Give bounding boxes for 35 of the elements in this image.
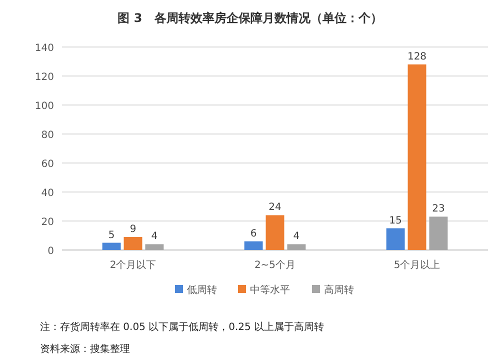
y-tick-label: 140 [34,43,54,54]
data-label: 6 [250,228,257,240]
y-tick-label: 40 [41,188,54,199]
y-tick-label: 80 [41,130,54,141]
x-tick-label: 5个月以上 [394,259,440,271]
x-tick-label: 2个月以下 [110,259,156,271]
bar [429,216,448,250]
legend-label: 高周转 [324,284,354,296]
data-label: 128 [407,51,427,62]
bar [287,244,306,250]
legend-label: 低周转 [187,284,217,296]
y-tick-label: 120 [34,72,54,83]
bar [386,228,405,250]
bar [266,215,284,250]
y-tick-label: 60 [41,159,54,170]
chart-title: 图 3 各周转效率房企保障月数情况（单位：个） [118,11,382,25]
y-tick-label: 0 [48,246,54,257]
data-label: 15 [389,215,402,226]
data-label: 23 [432,204,445,215]
bar [244,241,263,250]
data-label: 24 [268,202,282,214]
y-tick-label: 20 [41,217,54,228]
data-label: 4 [293,231,300,242]
data-label: 5 [108,230,115,241]
bar [124,236,142,250]
x-tick-label: 2~5个月 [254,259,296,271]
text: 资料来源：搜集整理 [40,343,130,355]
bar [408,64,426,250]
data-label: 4 [151,231,158,242]
bar [145,244,164,250]
bar [102,242,121,250]
legend-label: 中等水平 [250,284,290,296]
text: 注：存货周转率在 0.05 以下属于低周转，0.25 以上属于高周转 [40,321,324,333]
y-tick-label: 100 [34,101,54,112]
data-label: 9 [130,224,136,235]
